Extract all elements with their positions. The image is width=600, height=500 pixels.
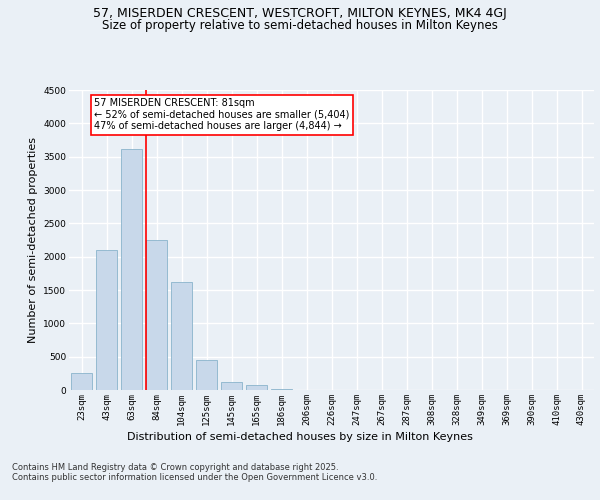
Bar bbox=[146, 240, 167, 390]
Bar bbox=[246, 386, 267, 390]
Bar bbox=[121, 148, 142, 390]
Bar bbox=[221, 382, 242, 390]
Bar bbox=[71, 373, 92, 390]
Text: Size of property relative to semi-detached houses in Milton Keynes: Size of property relative to semi-detach… bbox=[102, 18, 498, 32]
Bar bbox=[196, 360, 217, 390]
Y-axis label: Number of semi-detached properties: Number of semi-detached properties bbox=[28, 137, 38, 343]
Text: 57, MISERDEN CRESCENT, WESTCROFT, MILTON KEYNES, MK4 4GJ: 57, MISERDEN CRESCENT, WESTCROFT, MILTON… bbox=[93, 8, 507, 20]
Text: Contains HM Land Registry data © Crown copyright and database right 2025.
Contai: Contains HM Land Registry data © Crown c… bbox=[12, 462, 377, 482]
Bar bbox=[171, 282, 192, 390]
Bar bbox=[96, 250, 117, 390]
Text: Distribution of semi-detached houses by size in Milton Keynes: Distribution of semi-detached houses by … bbox=[127, 432, 473, 442]
Text: 57 MISERDEN CRESCENT: 81sqm
← 52% of semi-detached houses are smaller (5,404)
47: 57 MISERDEN CRESCENT: 81sqm ← 52% of sem… bbox=[94, 98, 349, 131]
